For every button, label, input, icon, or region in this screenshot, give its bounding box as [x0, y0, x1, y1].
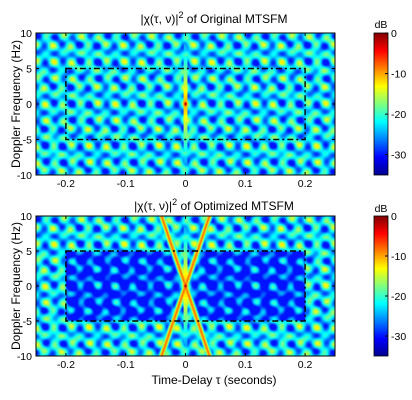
x-tick-label: 0.1: [238, 359, 253, 371]
x-tick-label: 0: [183, 359, 189, 371]
colorbar-tick-label: -30: [391, 150, 406, 162]
colorbar-tick-label: -10: [391, 251, 406, 263]
panel-original: |χ(τ, ν)|2 of Original MTSFM -0.2 -0.1 0 0.…: [9, 10, 406, 190]
x-axis-label: Time-Delay τ (seconds): [152, 373, 277, 387]
colorbar-unit: dB: [375, 203, 388, 215]
optimization-region-box: [65, 250, 306, 322]
y-tick-label: 5: [26, 64, 32, 76]
x-tick-label: -0.1: [117, 178, 135, 190]
y-tick-label: -10: [17, 170, 32, 182]
colorbar-tick-label: -20: [391, 291, 406, 303]
panel-optimized: |χ(τ, ν)|2 of Optimized MTSFM -0.2 -0.1 0 0…: [9, 197, 406, 387]
y-tick-label: -5: [23, 135, 32, 147]
ambiguity-heatmap: [36, 33, 335, 175]
x-tick-label: -0.2: [57, 178, 75, 190]
colorbar: [373, 32, 389, 176]
y-tick-label: 0: [26, 99, 32, 111]
panel-title: |χ(τ, ν)|2 of Optimized MTSFM: [134, 197, 294, 213]
y-tick-label: -10: [17, 351, 32, 363]
ambiguity-heatmap: [36, 216, 335, 356]
x-tick-label: 0.2: [298, 178, 313, 190]
colorbar-tick-label: -20: [391, 109, 406, 121]
colorbar-tick-label: -10: [391, 69, 406, 81]
colorbar-tick-label: 0: [391, 28, 397, 40]
colorbar-unit: dB: [375, 19, 388, 31]
x-tick-label: 0.2: [298, 359, 313, 371]
x-tick-label: -0.1: [117, 359, 135, 371]
y-tick-label: -5: [23, 316, 32, 328]
y-axis-label: Doppler Frequency (Hz): [9, 222, 23, 350]
x-tick-label: 0.1: [238, 178, 253, 190]
y-axis-label: Doppler Frequency (Hz): [9, 40, 23, 168]
y-tick-label: 10: [20, 28, 32, 40]
optimization-region-box: [65, 67, 306, 141]
panel-title: |χ(τ, ν)|2 of Original MTSFM: [141, 10, 288, 26]
y-tick-label: 5: [26, 246, 32, 258]
y-tick-label: 10: [20, 211, 32, 223]
y-tick-label: 0: [26, 281, 32, 293]
colorbar-tick-label: 0: [391, 211, 397, 223]
colorbar-tick-label: -30: [391, 331, 406, 343]
colorbar: [373, 215, 389, 357]
x-tick-label: -0.2: [57, 359, 75, 371]
x-tick-label: 0: [183, 178, 189, 190]
